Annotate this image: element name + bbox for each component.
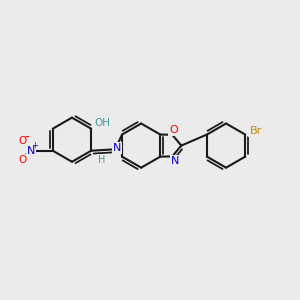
Text: Br: Br bbox=[249, 126, 262, 136]
Text: -: - bbox=[25, 131, 29, 145]
Text: N: N bbox=[113, 143, 121, 153]
Text: +: + bbox=[32, 141, 38, 150]
Text: N: N bbox=[170, 156, 179, 166]
Text: O: O bbox=[169, 125, 178, 135]
Text: N: N bbox=[27, 146, 35, 156]
Text: H: H bbox=[98, 154, 105, 165]
Text: O: O bbox=[19, 155, 27, 165]
Text: OH: OH bbox=[95, 118, 111, 128]
Text: O: O bbox=[19, 136, 27, 146]
